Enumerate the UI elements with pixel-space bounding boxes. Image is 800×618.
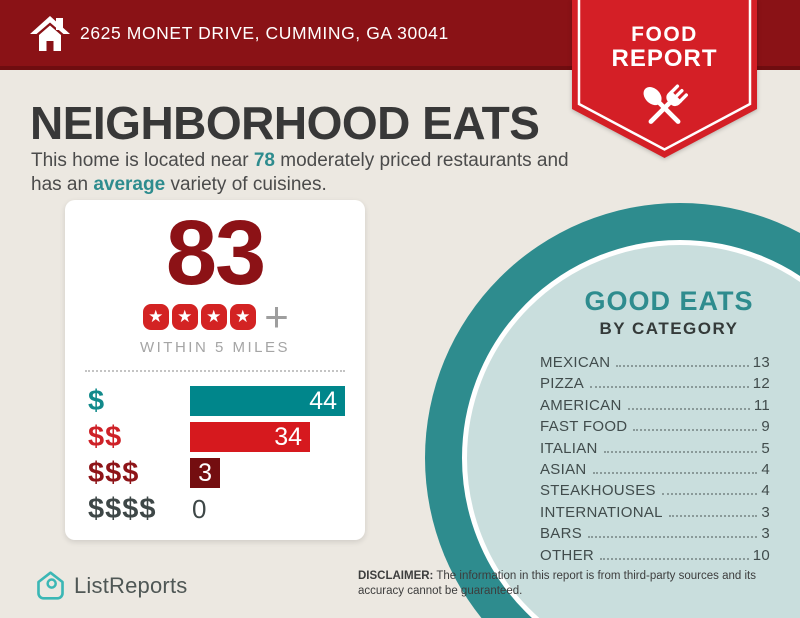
price-level-label: $$$: [88, 456, 140, 489]
dotted-leader: [588, 536, 758, 539]
price-bar-value: 44: [309, 386, 337, 415]
price-bar-value: 34: [274, 422, 302, 451]
category-row: STEAKHOUSES 4: [540, 482, 770, 503]
home-icon: [30, 16, 70, 51]
listreports-logo-icon: [37, 571, 64, 600]
price-bar-row: $$$$ 0: [65, 492, 365, 525]
category-count: 13: [752, 354, 770, 371]
category-row: BARS 3: [540, 525, 770, 546]
price-bar-row: $$$ 3: [65, 456, 365, 489]
category-label: BARS: [540, 525, 583, 543]
category-row: MEXICAN 13: [540, 354, 770, 375]
plus-sign: +: [264, 293, 289, 340]
price-bars: $44 $$ 34 $$$ 3 $$$$ 0: [65, 384, 365, 525]
price-bar: 44: [190, 386, 345, 416]
price-level-label: $: [88, 384, 106, 417]
price-bar-row: $44: [65, 384, 365, 417]
good-eats-panel: GOOD EATS BY CATEGORY MEXICAN 13 PIZZA 12 AM…: [540, 286, 770, 568]
category-label: AMERICAN: [540, 396, 622, 414]
category-label: INTERNATIONAL: [540, 503, 663, 521]
good-eats-subtitle: BY CATEGORY: [599, 319, 739, 338]
category-label: FAST FOOD: [540, 418, 628, 436]
disclaimer: DISCLAIMER: The information in this repo…: [358, 569, 798, 598]
subtitle-text-3: variety of cuisines.: [165, 173, 327, 195]
category-label: ITALIAN: [540, 439, 598, 457]
category-label: OTHER: [540, 546, 594, 564]
dotted-leader: [627, 407, 750, 410]
price-level-label: $$$$: [88, 492, 157, 525]
category-row: ITALIAN 5: [540, 440, 770, 461]
dotted-leader: [592, 471, 758, 474]
radius-caption: WITHIN 5 MILES: [139, 339, 290, 356]
restaurant-score: 83: [165, 202, 266, 304]
subtitle-text-1: This home is located near: [31, 150, 254, 171]
star-icon: ★: [200, 304, 227, 330]
dotted-leader: [603, 450, 758, 453]
page-subtitle: This home is located near 78 moderately …: [31, 149, 596, 196]
price-bar-value: 0: [192, 494, 207, 524]
score-card: 83 ★ ★ ★ ★ + WITHIN 5 MILES $44 $$ 34 $$$ 3 $$$$…: [65, 200, 365, 540]
food-report-ribbon: FOOD REPORT: [572, 0, 757, 162]
category-list: MEXICAN 13 PIZZA 12 AMERICAN 11 FAST FOOD 9 ITAL…: [540, 354, 770, 568]
dotted-leader: [661, 493, 758, 496]
dotted-leader: [590, 386, 749, 389]
dotted-leader: [616, 365, 749, 367]
category-row: FAST FOOD 9: [540, 418, 770, 439]
ribbon-title: FOOD REPORT: [572, 23, 757, 72]
price-bar-value: 3: [198, 458, 212, 487]
stars-row: ★ ★ ★ ★: [141, 304, 257, 330]
category-label: STEAKHOUSES: [540, 482, 656, 500]
star-icon: ★: [229, 304, 256, 330]
listreports-brand: ListReports: [35, 570, 187, 601]
star-icon: ★: [171, 304, 198, 330]
page-title: NEIGHBORHOOD EATS: [30, 97, 540, 149]
property-address: 2625 MONET DRIVE, CUMMING, GA 30041: [80, 23, 449, 43]
ribbon-line2: REPORT: [611, 45, 718, 72]
price-bar-row: $$ 34: [65, 420, 365, 453]
dotted-leader: [633, 429, 758, 432]
category-label: ASIAN: [540, 460, 587, 478]
price-bar: 34: [190, 422, 310, 452]
category-count: 4: [761, 460, 770, 478]
price-bar: 3: [190, 458, 220, 488]
category-row: PIZZA 12: [540, 375, 770, 396]
restaurant-count: 78: [253, 150, 275, 171]
disclaimer-label: DISCLAIMER:: [358, 570, 434, 582]
crossed-utensils-icon: [643, 84, 688, 124]
disclaimer-text: The information in this report is from t…: [358, 570, 756, 597]
ribbon-line1: FOOD: [631, 23, 698, 46]
category-count: 12: [752, 375, 770, 393]
star-icon: ★: [142, 304, 169, 330]
category-row: OTHER 10: [540, 547, 770, 568]
price-level-label: $$: [88, 420, 123, 453]
rating-row: ★ ★ ★ ★ +: [65, 293, 365, 340]
category-count: 3: [761, 503, 770, 521]
category-count: 3: [761, 525, 770, 543]
category-count: 10: [752, 546, 770, 564]
category-count: 4: [761, 482, 770, 500]
dotted-leader: [668, 514, 758, 517]
category-row: AMERICAN 11: [540, 397, 770, 418]
dotted-divider: [85, 370, 345, 372]
category-label: PIZZA: [540, 375, 585, 393]
category-row: INTERNATIONAL 3: [540, 504, 770, 525]
good-eats-title: GOOD EATS: [584, 286, 754, 316]
category-count: 9: [761, 418, 770, 436]
brand-name: ListReports: [74, 572, 188, 598]
subtitle-text-2: moderately priced restaurants and has an: [31, 150, 569, 195]
dotted-leader: [600, 557, 749, 560]
category-label: MEXICAN: [540, 354, 611, 371]
category-count: 11: [753, 396, 770, 414]
category-count: 5: [761, 439, 770, 457]
category-row: ASIAN 4: [540, 461, 770, 482]
ribbon-shape: [572, 0, 757, 158]
variety-highlight: average: [93, 173, 166, 195]
